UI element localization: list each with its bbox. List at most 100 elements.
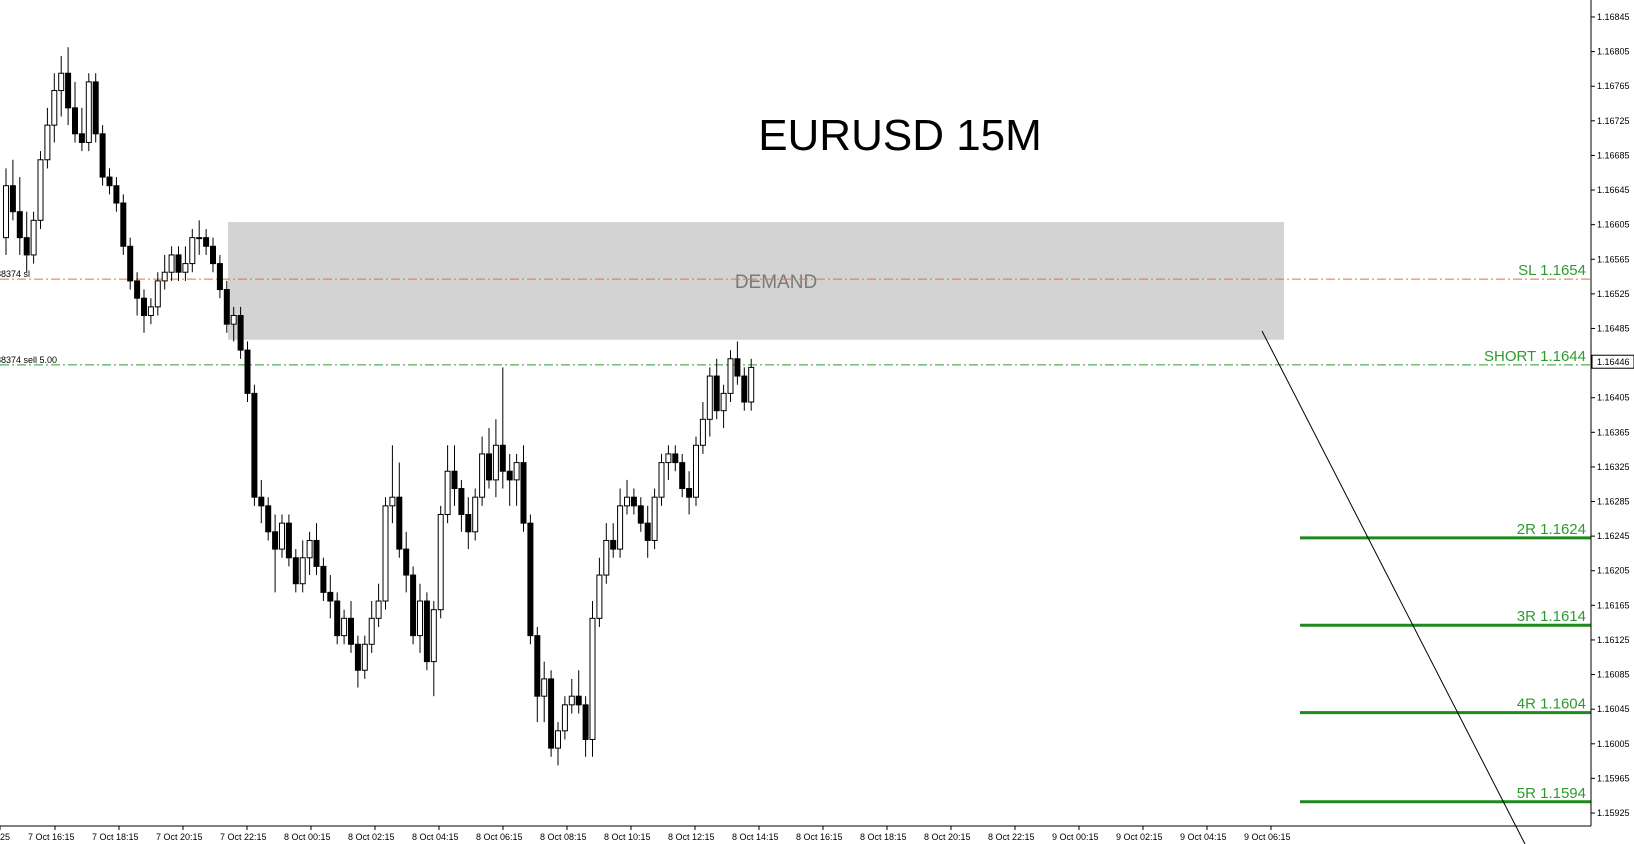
candle [492, 419, 499, 498]
candle [410, 566, 417, 645]
candle-body-bullish [389, 496, 396, 507]
candle-body-bullish [699, 418, 706, 446]
candle-body-bullish [341, 617, 348, 637]
time-tick-label: 8 Oct 04:15 [412, 832, 459, 842]
current-price-label: 1.16446 [1597, 357, 1630, 367]
time-tick-label: 8 Oct 10:15 [604, 832, 651, 842]
candle [361, 635, 368, 679]
candle [230, 306, 237, 342]
price-tick-label: 1.16845 [1597, 12, 1630, 22]
candle-body-bullish [479, 453, 486, 498]
candle [72, 81, 78, 143]
plot-area: DEMAND SL 1.1654 SHORT 1.1644 2R 1.1624 3R 1… [0, 47, 1591, 844]
candle-body-bearish [313, 539, 320, 567]
candle [189, 228, 196, 273]
candle [3, 168, 9, 255]
candle [334, 592, 341, 645]
candle-body-bearish [210, 245, 216, 265]
candle-body-bearish [527, 522, 534, 637]
candle [216, 254, 223, 299]
candle-body-bullish [437, 514, 444, 611]
candle-body-bearish [16, 211, 23, 239]
candle [527, 514, 534, 645]
candle [320, 557, 327, 602]
candle [313, 523, 320, 576]
time-tick-label: 8 Oct 22:15 [988, 832, 1035, 842]
candle-body-bullish [706, 375, 713, 420]
current-price-box [1591, 354, 1634, 369]
candle-body-bullish [147, 306, 154, 317]
candle [534, 626, 541, 723]
candle [520, 445, 527, 532]
candle-body-bearish [23, 237, 30, 256]
candle [78, 107, 85, 152]
candle [354, 635, 361, 688]
price-tick-label: 1.16165 [1597, 600, 1630, 610]
candle [665, 445, 672, 480]
price-tick-label: 1.16125 [1597, 635, 1630, 645]
candle [451, 445, 458, 506]
candle-body-bullish [368, 617, 375, 645]
candle [306, 531, 313, 576]
candle [396, 462, 403, 558]
candle-body-bearish [9, 185, 16, 213]
candle-body-bullish [51, 90, 58, 126]
candle-body-bullish [306, 539, 313, 559]
candle-body-bearish [637, 505, 644, 524]
candle [368, 601, 375, 653]
candle-body-bearish [92, 81, 99, 135]
candle-body-bearish [520, 462, 527, 524]
candle-body-bearish [285, 522, 292, 559]
candle-body-bearish [127, 245, 134, 282]
candle-body-bullish [617, 505, 624, 550]
candle-body-bullish [603, 539, 610, 576]
time-tick-label: 9 Oct 06:15 [1244, 832, 1291, 842]
chart-title: EURUSD 15M [758, 111, 1042, 160]
candle [120, 194, 127, 255]
candle [727, 350, 734, 403]
candle-body-bullish [727, 358, 734, 394]
candle [582, 696, 589, 757]
price-tick-label: 1.16565 [1597, 254, 1630, 264]
candle [23, 211, 30, 273]
candle-body-bullish [154, 280, 161, 308]
candle [699, 402, 706, 454]
candle [430, 601, 437, 697]
candle-body-bearish [141, 297, 147, 316]
candle [575, 670, 582, 714]
price-tick-label: 1.16245 [1597, 531, 1630, 541]
time-tick-label: 8 Oct 16:15 [796, 832, 843, 842]
candle [561, 696, 568, 740]
candle [299, 540, 306, 593]
candle [134, 272, 141, 316]
candle [44, 107, 51, 169]
candle-body-bearish [78, 133, 85, 143]
trade-label-0: 88374 sl [0, 269, 30, 279]
candle-body-bullish [665, 453, 672, 464]
candle [327, 575, 334, 619]
time-tick-label: 7 Oct 18:15 [92, 832, 139, 842]
candle [417, 583, 423, 653]
candle [603, 523, 610, 584]
candle [658, 453, 665, 506]
candle [210, 237, 216, 273]
price-tick-label: 1.16285 [1597, 497, 1630, 507]
candle [472, 488, 479, 541]
candle [285, 514, 292, 567]
candle-body-bearish [548, 678, 555, 749]
candle [99, 125, 106, 186]
candle-body-bearish [741, 375, 748, 403]
candle [651, 488, 658, 550]
candle [279, 514, 285, 558]
candle-body-bullish [513, 462, 520, 481]
candle [16, 177, 23, 255]
candle-body-bearish [458, 488, 465, 516]
time-tick-label: 8 Oct 06:15 [476, 832, 523, 842]
candle [37, 151, 44, 229]
candle [127, 237, 134, 290]
candle-body-bullish [444, 470, 451, 516]
candle [499, 367, 506, 489]
candle [403, 531, 410, 593]
candle [693, 436, 699, 506]
candle [506, 453, 513, 506]
